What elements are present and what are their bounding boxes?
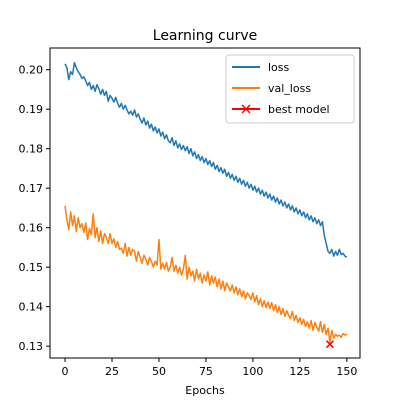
x-axis-label: Epochs: [185, 384, 225, 397]
marker-layer: [325, 340, 334, 349]
y-tick-label: 0.15: [19, 261, 44, 274]
legend-label-loss: loss: [268, 61, 290, 74]
chart-title: Learning curve: [153, 28, 257, 44]
y-tick-label: 0.14: [19, 301, 44, 314]
y-tick-label: 0.18: [19, 143, 44, 156]
best-model-marker: [325, 340, 334, 349]
y-axis-ticks: 0.13 0.14 0.15 0.16 0.17 0.18 0.19 0.20: [19, 64, 50, 353]
legend: loss val_loss best model: [225, 54, 355, 124]
y-tick-label: 0.20: [19, 64, 44, 77]
y-tick-label: 0.16: [19, 222, 44, 235]
x-tick-label: 100: [242, 365, 263, 378]
x-tick-label: 50: [152, 365, 166, 378]
series-line-loss: [64, 61, 348, 258]
y-tick-label: 0.17: [19, 182, 44, 195]
legend-label-best-model: best model: [268, 103, 330, 116]
legend-label-val-loss: val_loss: [268, 82, 311, 95]
x-tick-label: 0: [62, 365, 69, 378]
series-layer: [64, 61, 348, 343]
legend-frame: [225, 54, 355, 124]
plot-area-frame: [49, 47, 361, 359]
series-line-val-loss: [64, 205, 348, 343]
y-tick-label: 0.19: [19, 103, 44, 116]
legend-swatch-best-model: [232, 104, 260, 114]
x-tick-label: 25: [105, 365, 119, 378]
x-tick-label: 150: [336, 365, 357, 378]
y-tick-label: 0.13: [19, 340, 44, 353]
x-tick-label: 125: [289, 365, 310, 378]
x-axis-ticks: 0 25 50 75 100 125 150: [62, 358, 357, 378]
x-tick-label: 75: [199, 365, 213, 378]
